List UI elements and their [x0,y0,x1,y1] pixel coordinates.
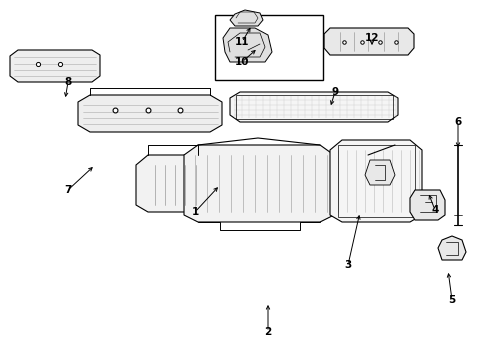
Bar [215,15,323,80]
Text: 12: 12 [364,33,379,43]
Text: 9: 9 [331,87,338,97]
Polygon shape [183,145,333,222]
Text: 4: 4 [430,205,438,215]
Text: 11: 11 [234,37,249,47]
Polygon shape [324,28,413,55]
Polygon shape [223,28,271,62]
Polygon shape [229,92,397,122]
Text: 2: 2 [264,327,271,337]
Polygon shape [364,160,394,185]
Text: 6: 6 [453,117,461,127]
Polygon shape [229,10,263,26]
Polygon shape [10,50,100,82]
Text: 3: 3 [344,260,351,270]
Polygon shape [329,140,421,222]
Polygon shape [78,95,222,132]
Text: 5: 5 [447,295,455,305]
Polygon shape [437,236,465,260]
Text: 8: 8 [64,77,71,87]
Text: 1: 1 [191,207,198,217]
Text: 7: 7 [64,185,72,195]
Polygon shape [136,155,209,212]
Text: 10: 10 [234,57,249,67]
Polygon shape [409,190,444,220]
